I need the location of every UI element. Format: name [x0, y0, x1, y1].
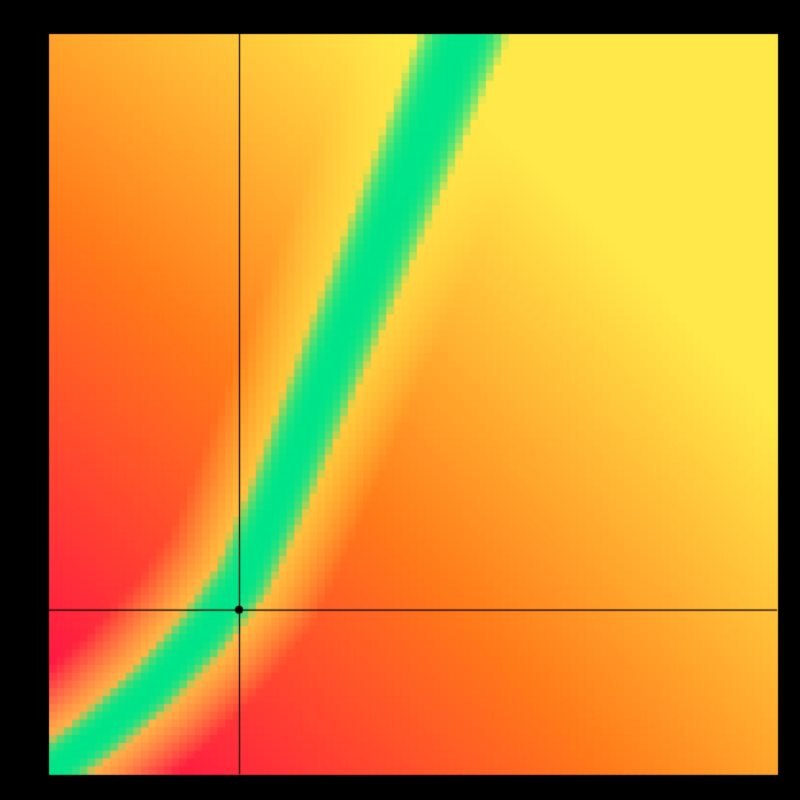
- chart-container: TheBottleneck.com: [0, 0, 800, 800]
- heatmap-canvas: [0, 0, 800, 800]
